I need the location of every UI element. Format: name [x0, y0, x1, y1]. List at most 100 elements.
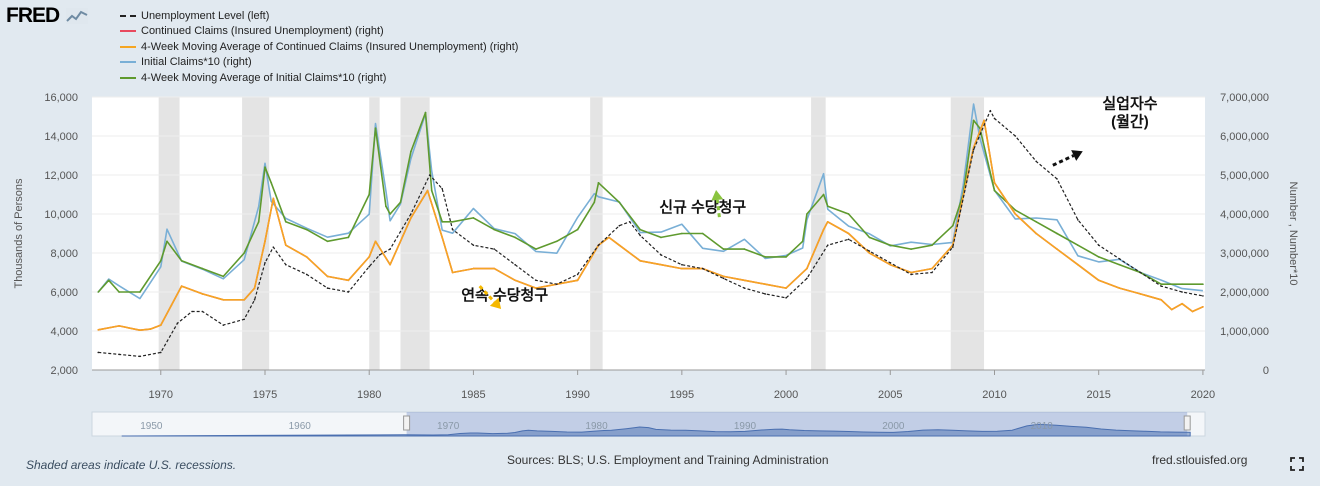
navigator-handle[interactable] [1183, 415, 1191, 431]
data-point [118, 291, 120, 293]
annotation-label: 실업자수 [1102, 96, 1157, 113]
data-point [639, 234, 641, 237]
series-group [97, 109, 1204, 358]
legend-item[interactable]: Unemployment Level (left) [120, 8, 518, 24]
legend-item[interactable]: Initial Claims*10 (right) [120, 55, 518, 71]
data-point [410, 213, 412, 215]
data-point [1097, 279, 1100, 282]
data-point [608, 236, 610, 239]
data-point [243, 299, 245, 301]
data-point [493, 267, 496, 270]
data-point [806, 213, 808, 215]
data-point [1139, 271, 1142, 274]
data-point [472, 244, 475, 246]
data-point [1181, 283, 1183, 286]
legend-item[interactable]: 4-Week Moving Average of Initial Claims*… [120, 70, 518, 86]
right-tick-label: 1,000,000 [1220, 326, 1269, 338]
data-point [326, 275, 329, 278]
series-line [97, 111, 1203, 293]
right-tick-label: 7,000,000 [1220, 92, 1269, 104]
data-point [1014, 213, 1017, 215]
fred-logo-text: FRED [6, 4, 60, 27]
data-point [822, 193, 825, 196]
data-point [285, 263, 287, 266]
data-point [701, 267, 704, 270]
data-point [264, 166, 266, 168]
x-tick-label: 1975 [253, 389, 277, 401]
navigator-tick-label: 1970 [437, 421, 460, 432]
data-point [430, 189, 433, 192]
legend-swatch [120, 45, 136, 48]
data-point [389, 213, 391, 215]
data-point [326, 240, 329, 243]
data-point [1202, 306, 1204, 308]
left-tick-label: 14,000 [44, 131, 78, 143]
data-point [593, 201, 596, 204]
data-point [1014, 135, 1017, 137]
fred-url-link[interactable]: fred.stlouisfed.org [1152, 453, 1248, 467]
annotation-label: (월간) [1111, 113, 1149, 130]
data-point [972, 148, 975, 151]
data-point [681, 267, 683, 270]
annotation-label: 연속 수당청구 [461, 286, 548, 304]
data-point [139, 291, 141, 293]
legend-swatch [120, 76, 136, 79]
data-point [222, 275, 225, 278]
left-tick-label: 6,000 [50, 287, 78, 299]
data-point [722, 277, 725, 280]
x-tick-label: 1995 [670, 389, 694, 401]
legend-item[interactable]: 4-Week Moving Average of Continued Claim… [120, 39, 518, 55]
data-point [847, 232, 850, 235]
annotation-label: 신규 수당청구 [659, 198, 746, 216]
data-point [931, 267, 933, 270]
data-point [118, 353, 120, 356]
data-point [305, 273, 308, 276]
data-point [555, 240, 558, 243]
data-point [149, 328, 152, 330]
legend-item[interactable]: Continued Claims (Insured Unemployment) … [120, 24, 518, 40]
data-point [764, 283, 767, 286]
navigator-handle[interactable] [403, 415, 411, 431]
series-group [97, 119, 1204, 332]
data-point [1077, 263, 1079, 266]
data-point [180, 260, 183, 262]
legend-swatch [120, 14, 136, 17]
data-point [826, 221, 829, 223]
data-point [1056, 248, 1058, 250]
data-point [159, 324, 162, 326]
data-point [722, 275, 725, 278]
data-point [889, 263, 892, 266]
data-point [191, 310, 193, 313]
data-point [243, 252, 245, 254]
data-point [347, 236, 350, 239]
data-point [1191, 310, 1194, 313]
data-point [1077, 219, 1079, 221]
data-point [1202, 295, 1204, 297]
data-point [222, 324, 225, 326]
data-point [222, 299, 225, 301]
data-point [993, 117, 996, 120]
data-point [253, 299, 256, 301]
data-point [681, 263, 683, 266]
data-point [806, 277, 808, 280]
data-point [1097, 244, 1100, 246]
data-point [97, 329, 100, 331]
fullscreen-icon[interactable] [1290, 457, 1304, 471]
data-point [410, 217, 412, 219]
right-tick-label: 4,000,000 [1220, 209, 1269, 221]
data-point [535, 287, 537, 289]
data-point [139, 355, 141, 358]
data-point [618, 244, 621, 246]
data-point [176, 322, 179, 325]
data-point [493, 228, 496, 231]
data-point [1170, 308, 1173, 311]
data-point [576, 228, 579, 231]
data-point [1139, 293, 1142, 295]
fred-logo[interactable]: FRED [6, 4, 89, 28]
data-point [451, 221, 454, 223]
data-point [764, 293, 767, 295]
right-tick-label: 3,000,000 [1220, 248, 1269, 260]
fred-logo-chart-icon [66, 8, 89, 25]
data-point [535, 248, 537, 250]
data-point [1118, 263, 1121, 266]
